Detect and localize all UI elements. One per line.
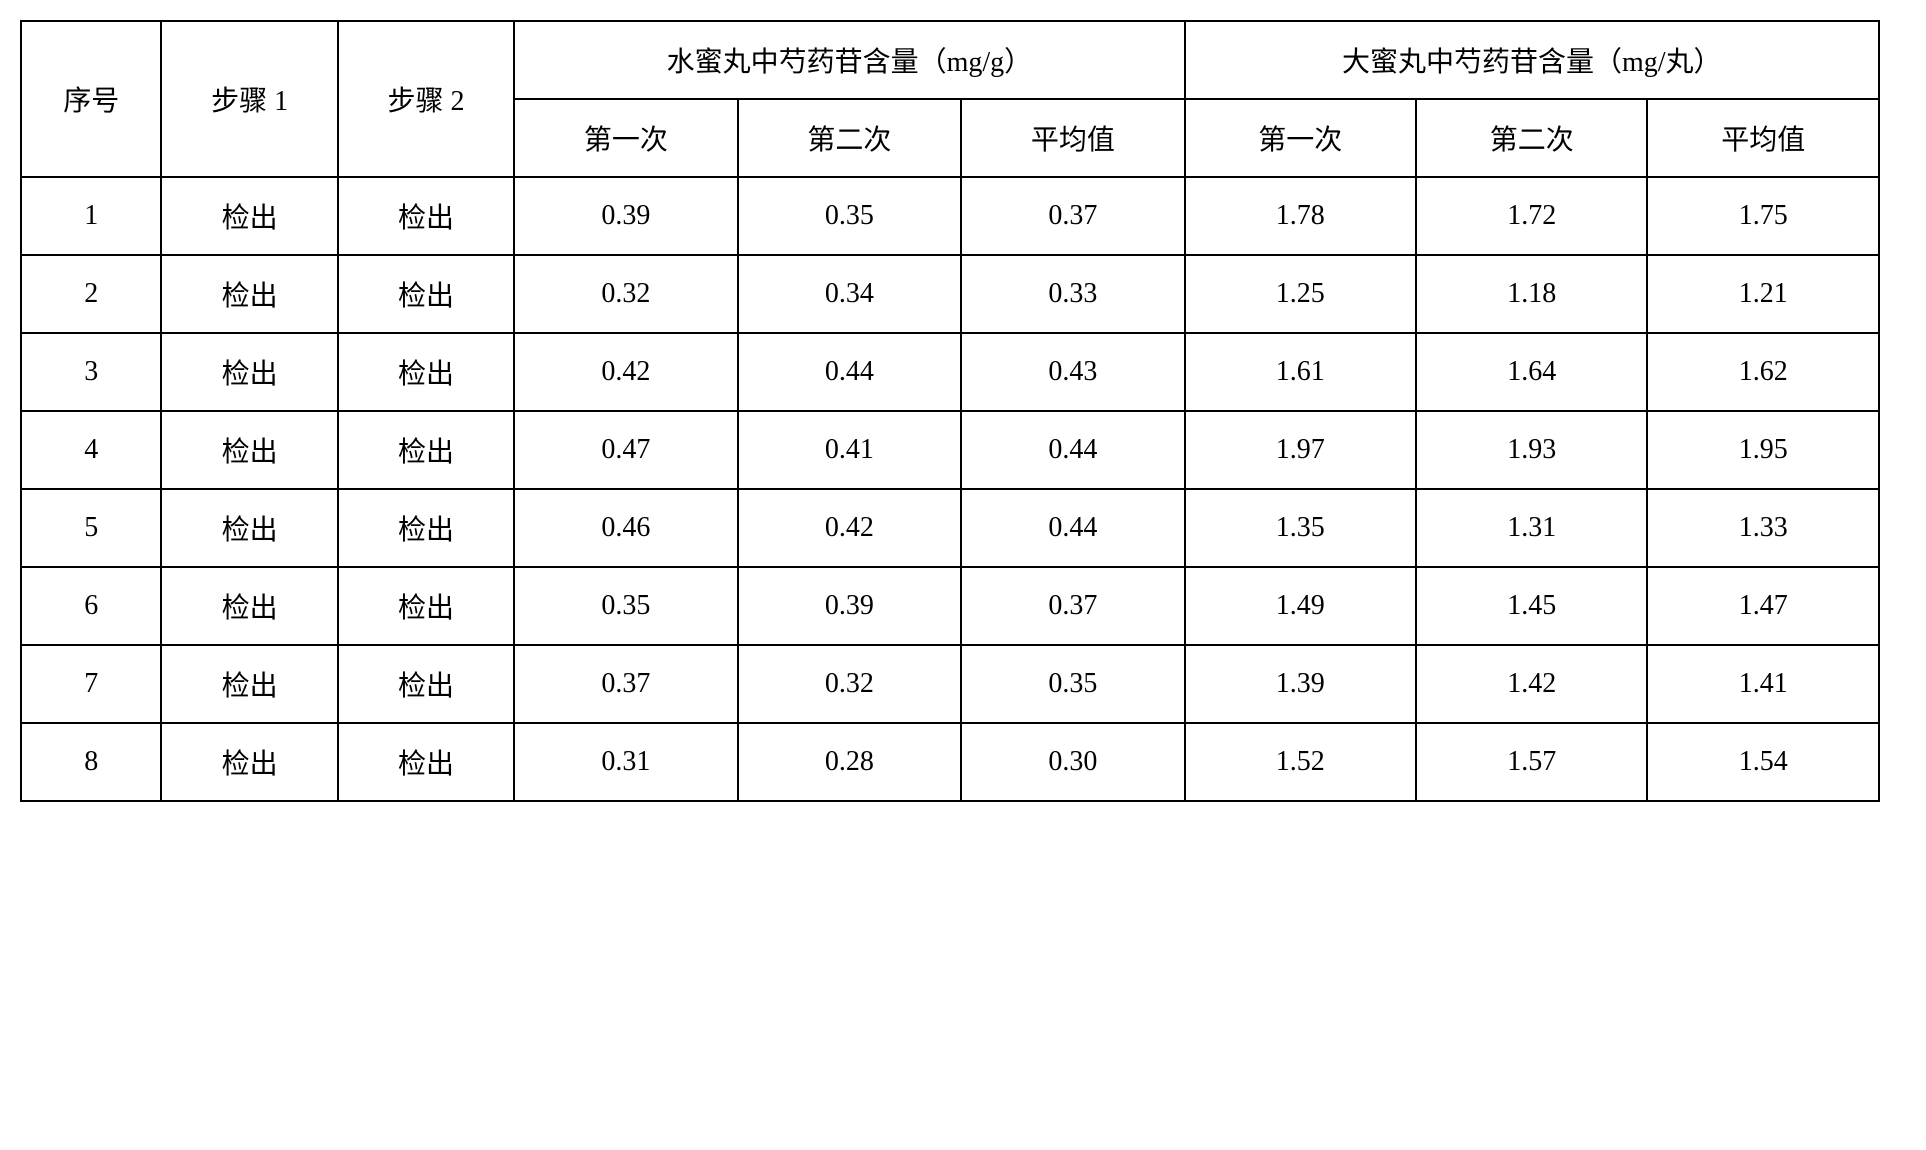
cell-g1-avg: 0.37: [961, 567, 1184, 645]
cell-g2-avg: 1.54: [1647, 723, 1879, 801]
cell-g1-avg: 0.44: [961, 411, 1184, 489]
cell-step2: 检出: [338, 723, 514, 801]
cell-step1: 检出: [161, 567, 337, 645]
table-row: 3 检出 检出 0.42 0.44 0.43 1.61 1.64 1.62: [21, 333, 1879, 411]
cell-step1: 检出: [161, 489, 337, 567]
cell-step2: 检出: [338, 489, 514, 567]
cell-seq: 2: [21, 255, 161, 333]
header-row-1: 序号 步骤 1 步骤 2 水蜜丸中芍药苷含量（mg/g） 大蜜丸中芍药苷含量（m…: [21, 21, 1879, 99]
cell-step1: 检出: [161, 411, 337, 489]
cell-g2-avg: 1.21: [1647, 255, 1879, 333]
cell-g2-first: 1.61: [1185, 333, 1416, 411]
col-header-g2-first: 第一次: [1185, 99, 1416, 177]
cell-g2-avg: 1.33: [1647, 489, 1879, 567]
cell-g1-first: 0.37: [514, 645, 737, 723]
cell-g2-second: 1.45: [1416, 567, 1647, 645]
cell-step2: 检出: [338, 255, 514, 333]
cell-g1-avg: 0.33: [961, 255, 1184, 333]
cell-g2-first: 1.49: [1185, 567, 1416, 645]
table-row: 7 检出 检出 0.37 0.32 0.35 1.39 1.42 1.41: [21, 645, 1879, 723]
cell-g1-first: 0.32: [514, 255, 737, 333]
cell-g2-avg: 1.75: [1647, 177, 1879, 255]
cell-step2: 检出: [338, 567, 514, 645]
cell-g1-first: 0.39: [514, 177, 737, 255]
table-row: 6 检出 检出 0.35 0.39 0.37 1.49 1.45 1.47: [21, 567, 1879, 645]
cell-step2: 检出: [338, 177, 514, 255]
cell-g2-second: 1.18: [1416, 255, 1647, 333]
cell-step2: 检出: [338, 411, 514, 489]
cell-g2-second: 1.57: [1416, 723, 1647, 801]
cell-g1-second: 0.42: [738, 489, 961, 567]
cell-seq: 6: [21, 567, 161, 645]
col-header-seq: 序号: [21, 21, 161, 177]
cell-g1-first: 0.42: [514, 333, 737, 411]
cell-g2-second: 1.42: [1416, 645, 1647, 723]
table-body: 1 检出 检出 0.39 0.35 0.37 1.78 1.72 1.75 2 …: [21, 177, 1879, 801]
cell-step1: 检出: [161, 333, 337, 411]
col-header-group2: 大蜜丸中芍药苷含量（mg/丸）: [1185, 21, 1879, 99]
cell-g2-second: 1.93: [1416, 411, 1647, 489]
cell-g2-first: 1.52: [1185, 723, 1416, 801]
table-header: 序号 步骤 1 步骤 2 水蜜丸中芍药苷含量（mg/g） 大蜜丸中芍药苷含量（m…: [21, 21, 1879, 177]
cell-g1-avg: 0.30: [961, 723, 1184, 801]
col-header-g1-second: 第二次: [738, 99, 961, 177]
cell-step1: 检出: [161, 723, 337, 801]
cell-g1-avg: 0.44: [961, 489, 1184, 567]
cell-g2-avg: 1.95: [1647, 411, 1879, 489]
cell-seq: 1: [21, 177, 161, 255]
cell-g2-first: 1.25: [1185, 255, 1416, 333]
cell-g1-second: 0.44: [738, 333, 961, 411]
cell-g1-avg: 0.37: [961, 177, 1184, 255]
table-row: 4 检出 检出 0.47 0.41 0.44 1.97 1.93 1.95: [21, 411, 1879, 489]
cell-g1-second: 0.28: [738, 723, 961, 801]
cell-g2-second: 1.31: [1416, 489, 1647, 567]
cell-g1-second: 0.32: [738, 645, 961, 723]
table-row: 5 检出 检出 0.46 0.42 0.44 1.35 1.31 1.33: [21, 489, 1879, 567]
cell-g1-second: 0.41: [738, 411, 961, 489]
cell-seq: 7: [21, 645, 161, 723]
cell-g2-first: 1.35: [1185, 489, 1416, 567]
col-header-g1-first: 第一次: [514, 99, 737, 177]
col-header-step2: 步骤 2: [338, 21, 514, 177]
cell-g1-second: 0.34: [738, 255, 961, 333]
cell-g2-first: 1.97: [1185, 411, 1416, 489]
cell-g1-avg: 0.35: [961, 645, 1184, 723]
paeoniflorin-content-table: 序号 步骤 1 步骤 2 水蜜丸中芍药苷含量（mg/g） 大蜜丸中芍药苷含量（m…: [20, 20, 1880, 802]
cell-seq: 8: [21, 723, 161, 801]
cell-g2-first: 1.39: [1185, 645, 1416, 723]
cell-g2-first: 1.78: [1185, 177, 1416, 255]
cell-g1-first: 0.31: [514, 723, 737, 801]
cell-step2: 检出: [338, 333, 514, 411]
table-row: 1 检出 检出 0.39 0.35 0.37 1.78 1.72 1.75: [21, 177, 1879, 255]
col-header-g1-avg: 平均值: [961, 99, 1184, 177]
cell-g2-avg: 1.41: [1647, 645, 1879, 723]
cell-g1-first: 0.35: [514, 567, 737, 645]
cell-g1-first: 0.46: [514, 489, 737, 567]
cell-seq: 3: [21, 333, 161, 411]
cell-g1-first: 0.47: [514, 411, 737, 489]
cell-g1-second: 0.35: [738, 177, 961, 255]
cell-seq: 5: [21, 489, 161, 567]
col-header-step1: 步骤 1: [161, 21, 337, 177]
col-header-group1: 水蜜丸中芍药苷含量（mg/g）: [514, 21, 1184, 99]
col-header-g2-avg: 平均值: [1647, 99, 1879, 177]
col-header-g2-second: 第二次: [1416, 99, 1647, 177]
cell-g2-second: 1.72: [1416, 177, 1647, 255]
cell-step2: 检出: [338, 645, 514, 723]
table-row: 2 检出 检出 0.32 0.34 0.33 1.25 1.18 1.21: [21, 255, 1879, 333]
cell-g1-second: 0.39: [738, 567, 961, 645]
cell-step1: 检出: [161, 645, 337, 723]
cell-g1-avg: 0.43: [961, 333, 1184, 411]
cell-step1: 检出: [161, 255, 337, 333]
cell-g2-avg: 1.62: [1647, 333, 1879, 411]
table-row: 8 检出 检出 0.31 0.28 0.30 1.52 1.57 1.54: [21, 723, 1879, 801]
cell-g2-second: 1.64: [1416, 333, 1647, 411]
cell-step1: 检出: [161, 177, 337, 255]
cell-g2-avg: 1.47: [1647, 567, 1879, 645]
cell-seq: 4: [21, 411, 161, 489]
